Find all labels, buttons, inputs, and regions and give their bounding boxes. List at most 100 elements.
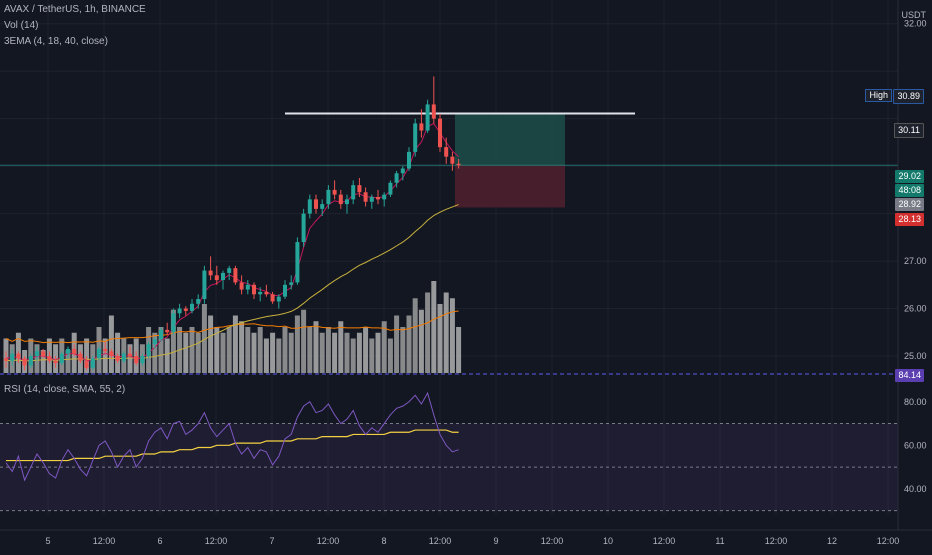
candle-body xyxy=(128,353,132,357)
position-tool[interactable] xyxy=(0,112,898,208)
candle-body xyxy=(388,182,393,195)
candle-body xyxy=(159,329,163,340)
volume-bar xyxy=(65,350,71,373)
volume-bar xyxy=(189,327,195,373)
candle-body xyxy=(202,270,207,300)
candle-body xyxy=(314,199,318,209)
candle-body xyxy=(152,339,157,345)
symbol-legend[interactable]: AVAX / TetherUS, 1h, BINANCE xyxy=(4,4,146,15)
price-tick-label: 26.00 xyxy=(904,304,927,314)
candle-body xyxy=(413,123,418,152)
candle-body xyxy=(245,284,250,290)
currency-label: USDT xyxy=(901,10,927,20)
volume-bar xyxy=(387,338,393,373)
volume-bar xyxy=(251,332,257,373)
time-tick-label: 6 xyxy=(157,536,162,546)
price-tick-label: 25.00 xyxy=(904,351,927,361)
volume-bar xyxy=(394,315,400,373)
candle-body xyxy=(28,356,33,366)
candle-body xyxy=(177,308,182,314)
candle-body xyxy=(252,284,256,295)
volume-bar xyxy=(183,332,189,373)
candle-body xyxy=(221,272,225,281)
volume-bar xyxy=(158,327,164,373)
ema-legend[interactable]: 3EMA (4, 18, 40, close) xyxy=(4,36,108,47)
volume-bar xyxy=(164,338,170,373)
volume-bar xyxy=(425,292,431,373)
time-tick-label: 12:00 xyxy=(765,536,788,546)
volume-bar xyxy=(257,327,263,373)
candle-body xyxy=(320,204,325,209)
time-tick-label: 7 xyxy=(269,536,274,546)
grid xyxy=(0,0,898,515)
volume-bar xyxy=(363,327,369,373)
time-tick-label: 10 xyxy=(603,536,613,546)
rsi-tick-label: 40.00 xyxy=(904,484,927,494)
rsi-current-label: 84.14 xyxy=(895,369,924,382)
volume-bar xyxy=(356,332,362,373)
volume-bar xyxy=(301,309,307,373)
time-tick-label: 12:00 xyxy=(429,536,452,546)
candle-body xyxy=(394,173,399,183)
candle-body xyxy=(307,199,312,214)
volume-bar xyxy=(226,327,232,373)
candle-body xyxy=(338,194,343,205)
rsi-legend[interactable]: RSI (14, close, SMA, 55, 2) xyxy=(4,384,126,395)
volume-bar xyxy=(456,327,462,373)
loss-zone xyxy=(455,165,565,208)
candle-body xyxy=(431,104,436,119)
candle-body xyxy=(227,268,232,273)
volume-bar xyxy=(40,350,46,373)
candle-body xyxy=(376,196,380,200)
candle-body xyxy=(270,294,275,302)
time-tick-label: 11 xyxy=(715,536,724,546)
candle-body xyxy=(72,348,77,354)
volume-bar xyxy=(338,321,344,373)
volume-bar xyxy=(195,332,201,373)
candle-body xyxy=(276,296,281,302)
volume-bar xyxy=(412,298,418,373)
candle-body xyxy=(78,353,83,361)
volume-legend[interactable]: Vol (14) xyxy=(4,20,39,31)
volume-bar xyxy=(84,338,90,373)
rsi-pane[interactable] xyxy=(0,391,898,512)
candle-body xyxy=(47,356,52,361)
price-tick-label: 27.00 xyxy=(904,256,927,266)
volume-bar xyxy=(127,344,133,373)
candle-body xyxy=(407,151,411,169)
volume-bar xyxy=(288,332,294,373)
candle-body xyxy=(233,268,238,283)
volume-bar xyxy=(313,321,319,373)
time-tick-label: 9 xyxy=(493,536,498,546)
candle-body xyxy=(10,353,15,361)
candle-body xyxy=(289,282,294,285)
candle-body xyxy=(66,348,70,354)
candle-body xyxy=(16,353,21,359)
volume-bar xyxy=(375,332,381,373)
volume-bar xyxy=(239,321,245,373)
volume-bar xyxy=(449,298,455,373)
candle-body xyxy=(425,104,430,131)
candle-body xyxy=(22,358,27,366)
time-tick-label: 12 xyxy=(827,536,837,546)
candle-body xyxy=(326,189,331,205)
candle-body xyxy=(4,358,8,361)
volume-bar xyxy=(152,332,158,373)
volume-bar xyxy=(214,327,220,373)
volume-bar xyxy=(431,281,437,373)
candle-body xyxy=(140,356,145,364)
candle-body xyxy=(41,351,46,357)
time-tick-label: 5 xyxy=(45,536,50,546)
candle-body xyxy=(438,118,442,148)
candle-body xyxy=(264,291,269,295)
candle-body xyxy=(456,163,461,166)
candle-body xyxy=(146,344,151,357)
time-tick-label: 12:00 xyxy=(205,536,228,546)
volume-bar xyxy=(350,338,356,373)
candle-body xyxy=(35,351,39,357)
candle-body xyxy=(109,351,114,357)
volume-bar xyxy=(263,338,269,373)
